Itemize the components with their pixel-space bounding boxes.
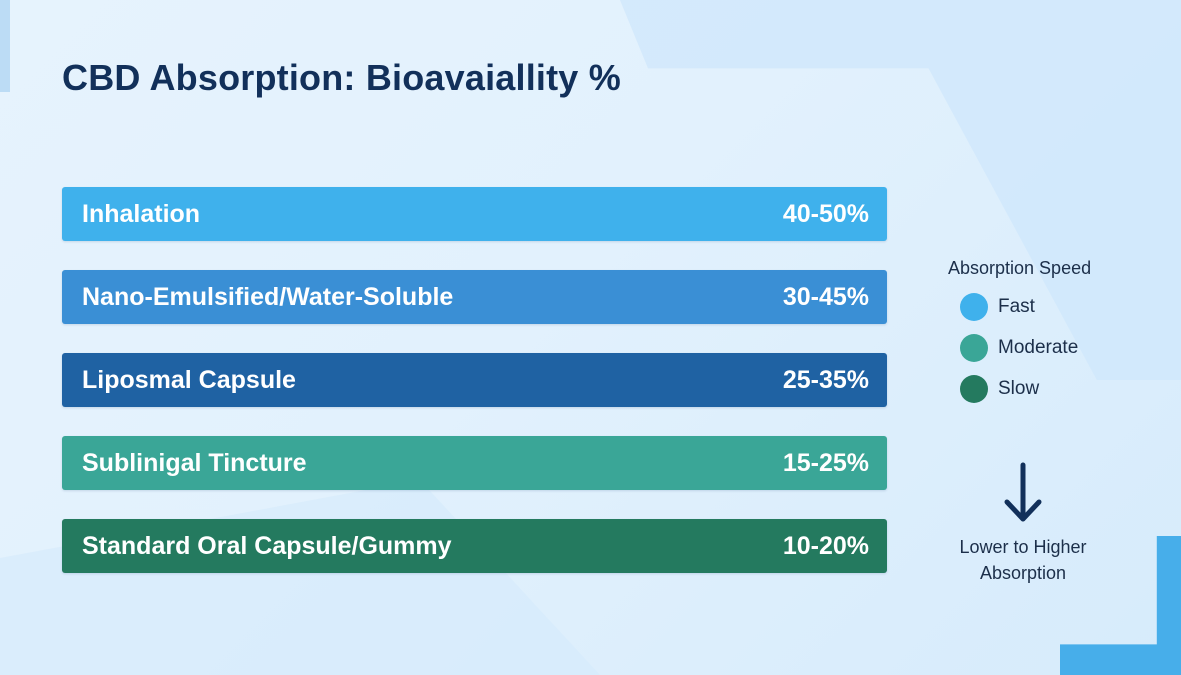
- legend-title: Absorption Speed: [948, 258, 1092, 278]
- bar-list: Inhalation 40-50% Nano-Emulsified/Water-So…: [62, 187, 887, 573]
- legend-label: Moderate: [998, 337, 1079, 358]
- arrow-down-icon: [1004, 462, 1042, 522]
- legend-item: Fast: [960, 293, 1128, 321]
- legend-label: Slow: [998, 378, 1040, 399]
- legend-swatch: [960, 375, 988, 403]
- annotation-line-2: Absorption: [979, 563, 1067, 583]
- bar: Standard Oral Capsule/Gummy 10-20%: [62, 519, 887, 573]
- bar: Nano-Emulsified/Water-Soluble 30-45%: [62, 270, 887, 324]
- legend-item: Moderate: [960, 334, 1128, 362]
- legend-swatch: [960, 334, 988, 362]
- bar-value-label: 25-35%: [782, 365, 869, 394]
- absorption-annotation: Lower to Higher Absorption: [938, 462, 1108, 586]
- bar-value-label: 10-20%: [782, 531, 869, 560]
- bar: Liposmal Capsule 25-35%: [62, 353, 887, 407]
- bar-category-label: Sublinigal Tincture: [82, 448, 307, 477]
- legend-item: Slow: [960, 375, 1128, 403]
- chart-title: CBD Absorption: Bioavaiallity %: [62, 57, 621, 98]
- bar-value-label: 30-45%: [782, 282, 869, 311]
- bar-category-label: Liposmal Capsule: [82, 365, 296, 394]
- annotation-line-1: Lower to Higher: [959, 537, 1087, 557]
- bar-category-label: Standard Oral Capsule/Gummy: [82, 531, 452, 560]
- bar: Sublinigal Tincture 15-25%: [62, 436, 887, 490]
- bar-category-label: Inhalation: [82, 199, 201, 228]
- legend-swatch: [960, 293, 988, 321]
- bar-category-label: Nano-Emulsified/Water-Soluble: [82, 282, 454, 311]
- bar-value-label: 15-25%: [782, 448, 869, 477]
- bar-value-label: 40-50%: [782, 199, 869, 228]
- legend-label: Fast: [998, 296, 1035, 317]
- legend-items: Fast Moderate Slow: [948, 293, 1128, 403]
- bar: Inhalation 40-50%: [62, 187, 887, 241]
- background-shape: [0, 0, 10, 92]
- legend: Absorption Speed Fast Moderate Slow: [948, 258, 1128, 416]
